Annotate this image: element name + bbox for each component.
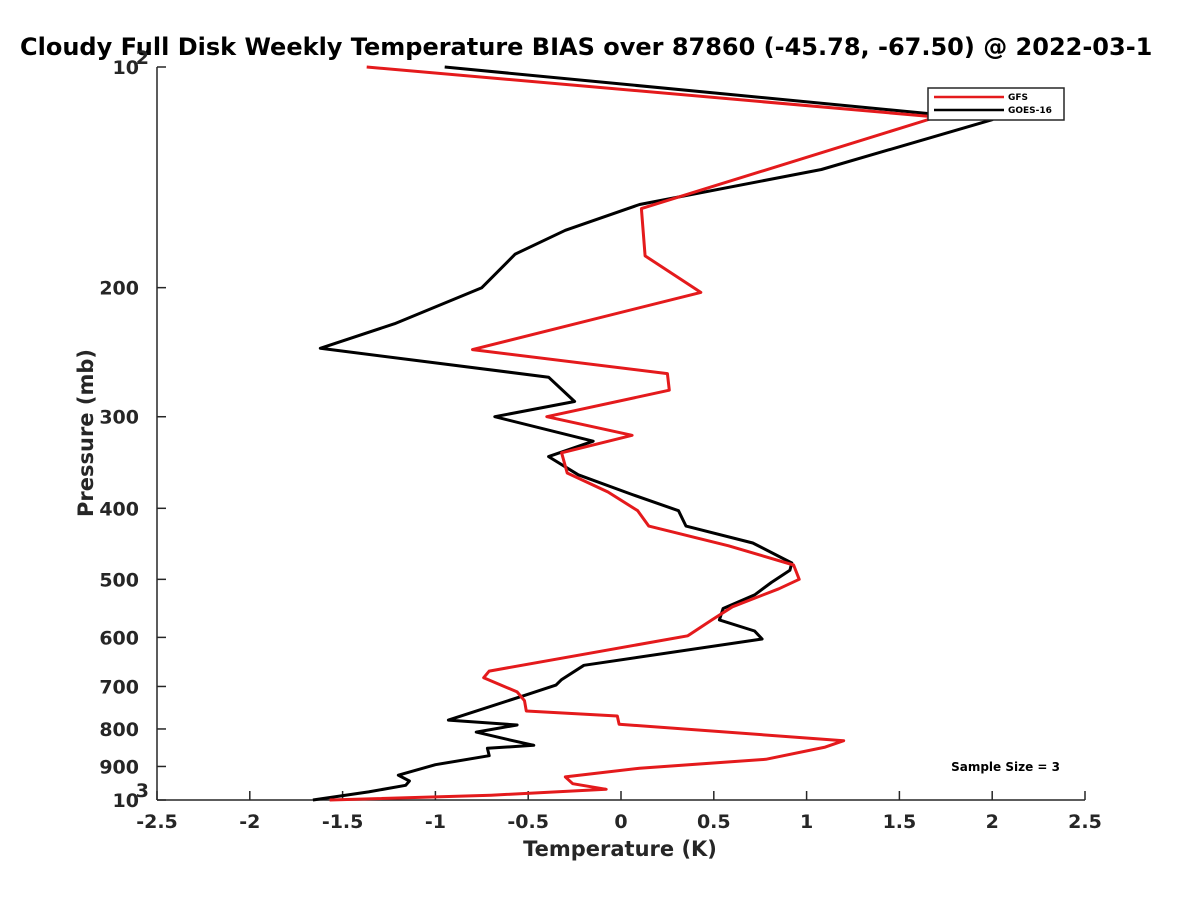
x-tick-label: -2 — [239, 811, 260, 833]
x-tick-label: -0.5 — [507, 811, 549, 833]
x-tick-label: 1 — [800, 811, 813, 833]
y-tick-label: 700 — [99, 676, 139, 698]
y-axis-label: Pressure (mb) — [74, 349, 98, 517]
y-tick-label: 500 — [99, 569, 139, 591]
sample-size-annotation: Sample Size = 3 — [951, 760, 1060, 774]
x-tick-label: 2.5 — [1068, 811, 1102, 833]
x-tick-label: 1.5 — [883, 811, 917, 833]
legend: GFS GOES-16 — [927, 87, 1065, 121]
axes: -2.5 -2 -1.5 -1 -0.5 0 0.5 1 1.5 2 2.5102200300400… — [99, 47, 1102, 833]
series-layer — [312, 65, 994, 802]
y-tick-label: 400 — [99, 498, 139, 520]
y-tick-exponent: 2 — [136, 47, 149, 69]
y-tick-label: 10 — [113, 57, 139, 79]
y-tick-label: 10 — [113, 790, 139, 812]
legend-label-goes16: GOES-16 — [1008, 106, 1052, 116]
y-tick-label: 600 — [99, 627, 139, 649]
x-axis-label: Temperature (K) — [523, 837, 717, 861]
x-tick-label: 0 — [614, 811, 627, 833]
chart-title: Cloudy Full Disk Weekly Temperature BIAS… — [20, 33, 1152, 61]
y-tick-label: 800 — [99, 719, 139, 741]
x-tick-label: -1 — [425, 811, 446, 833]
x-tick-label: -1.5 — [322, 811, 364, 833]
x-tick-label: 0.5 — [697, 811, 731, 833]
y-tick-exponent: 3 — [136, 780, 149, 802]
legend-label-gfs: GFS — [1008, 93, 1028, 103]
series-line-gfs — [329, 65, 938, 802]
y-tick-label: 300 — [99, 407, 139, 429]
legend-box — [927, 87, 1065, 121]
y-tick-label: 200 — [99, 278, 139, 300]
x-tick-label: 2 — [986, 811, 999, 833]
x-tick-label: -2.5 — [136, 811, 178, 833]
series-line-goes16 — [312, 65, 994, 802]
y-tick-label: 900 — [99, 756, 139, 778]
